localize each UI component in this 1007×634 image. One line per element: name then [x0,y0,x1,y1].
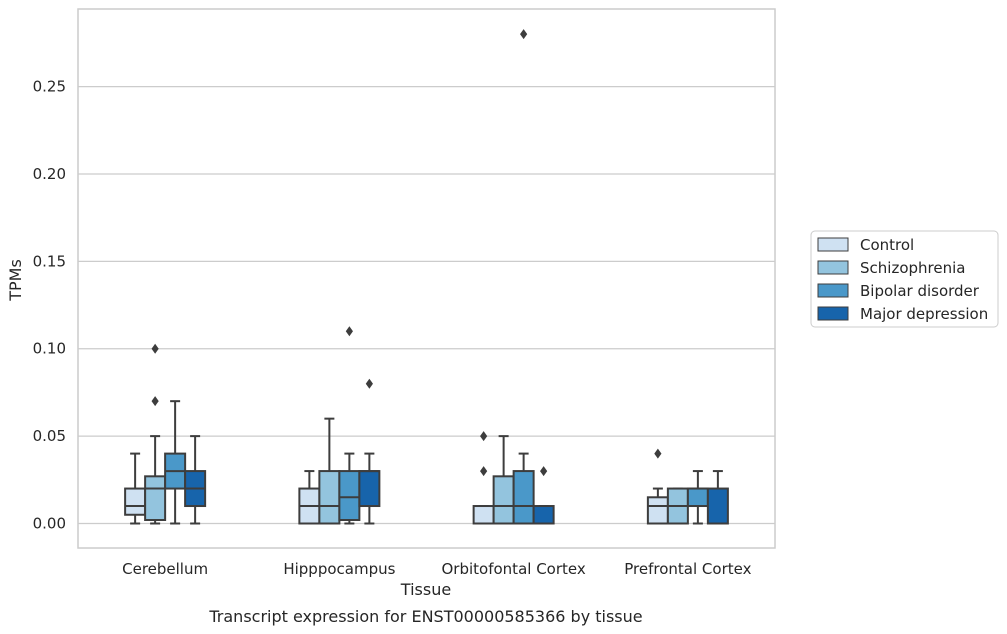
box-major-depression [184,435,207,525]
box-iqr [686,487,709,508]
box-control [646,448,669,525]
x-tick-label: Hipppocampus [283,560,395,578]
outlier-point [365,378,373,389]
legend-label: Major depression [860,305,988,323]
box-iqr [318,470,341,525]
legend-frame [810,230,999,328]
legend: Control Schizophrenia Bipolar disorder Majo… [810,230,999,328]
box-iqr [706,487,729,525]
box-schizophrenia [318,417,341,525]
x-tick-label: Orbitofontal Cortex [442,560,586,578]
x-tick-labels: Cerebellum Hipppocampus Orbitofontal Corte… [122,560,751,578]
plot-frame [77,8,776,549]
box-schizophrenia [666,487,689,525]
box-schizophrenia [144,343,167,525]
y-tick-label: 0.15 [33,252,66,270]
legend-label: Control [860,236,914,254]
outlier-point [540,466,548,477]
outlier-point [654,448,662,459]
boxes [124,29,729,525]
y-tick-label: 0.20 [33,165,66,183]
chart-caption: Transcript expression for ENST0000058536… [208,607,642,626]
x-tick-label: Prefrontal Cortex [624,560,751,578]
x-tick-label: Cerebellum [122,560,208,578]
outlier-point [480,431,488,442]
box-iqr [492,475,515,525]
box-bipolar-disorder [164,400,187,525]
x-axis-label: Tissue [400,580,451,599]
box-iqr [512,470,535,525]
outlier-point [480,466,488,477]
legend-swatch [817,283,849,298]
box-iqr [338,470,361,522]
box-control [472,431,495,525]
box-iqr [532,505,555,525]
box-bipolar-disorder [512,29,535,525]
box-control [298,470,321,525]
y-tick-label: 0.10 [33,340,66,358]
outlier-point [520,29,528,40]
box-schizophrenia [492,435,515,525]
box-iqr [124,487,147,516]
box-bipolar-disorder [686,470,709,525]
box-iqr [472,505,495,525]
box-iqr [144,475,167,522]
y-axis-label: TPMs [6,259,25,302]
y-tick-label: 0.00 [33,515,66,533]
box-control [124,452,147,525]
y-tick-label: 0.25 [33,78,66,96]
outlier-point [151,343,159,354]
legend-swatch [817,260,849,275]
box-iqr [646,496,669,525]
box-major-depression [358,378,381,525]
y-tick-labels: 0.00 0.05 0.10 0.15 0.20 0.25 [33,78,66,533]
box-bipolar-disorder [338,326,361,525]
outlier-point [151,396,159,407]
box-iqr [358,470,381,508]
outlier-point [345,326,353,337]
legend-label: Bipolar disorder [860,282,980,300]
y-tick-label: 0.05 [33,427,66,445]
legend-swatch [817,306,849,321]
box-major-depression [532,466,555,525]
box-major-depression [706,470,729,525]
legend-swatch [817,237,849,252]
legend-label: Schizophrenia [860,259,965,277]
